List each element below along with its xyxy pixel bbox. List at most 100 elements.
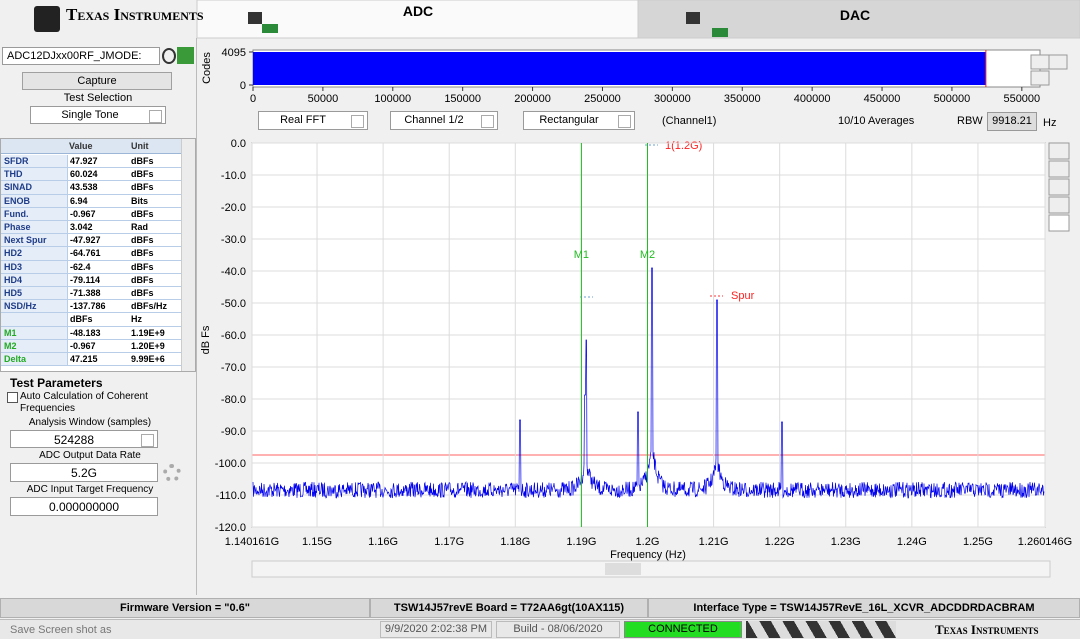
x-tick-label: 1.24G: [897, 536, 927, 548]
plot-toolbar[interactable]: [1030, 54, 1070, 232]
datetime: 9/9/2020 2:02:38 PM: [380, 621, 492, 638]
tab-label: DAC: [840, 7, 870, 23]
row-name-cell: [1, 273, 67, 287]
label: Analysis Window (samples): [28, 417, 152, 428]
strip-x-tick: 550000: [1003, 93, 1040, 105]
tab-icon: [686, 12, 700, 24]
row-value: -0.967: [70, 340, 96, 351]
row-name-cell: [1, 168, 67, 182]
fft-select[interactable]: Real FFT: [258, 111, 368, 130]
channel-name: (Channel1): [662, 115, 717, 127]
logo-mark: [34, 6, 60, 32]
strip-x-tick: 300000: [654, 93, 691, 105]
y-tick-label: -90.0: [221, 426, 246, 438]
y-tick-label: -100.0: [215, 458, 246, 470]
strip-x-tick: 250000: [584, 93, 621, 105]
row-name: ENOB: [4, 195, 31, 206]
row-name-cell: [1, 155, 67, 169]
row-value: 6.94: [70, 195, 88, 206]
row-cell: [67, 287, 181, 301]
strip-x-tick: 350000: [724, 93, 761, 105]
section-title: Test Parameters: [10, 376, 103, 390]
strip-y-tick: 4095: [222, 47, 246, 59]
checkbox[interactable]: [7, 392, 18, 403]
x-tick-label: 1.22G: [765, 536, 795, 548]
y-tick-label: -20.0: [221, 202, 246, 214]
tab-icon: [262, 24, 278, 33]
row-name: HD4: [4, 274, 23, 285]
row-name: Phase: [4, 222, 31, 232]
refresh-button[interactable]: [162, 48, 176, 64]
row-cell: [67, 326, 181, 340]
row-name: HD3: [4, 261, 23, 272]
label: Test Selection: [63, 92, 133, 104]
annotation: 1(1.2G): [665, 140, 702, 152]
column-header: Value: [69, 141, 93, 151]
row-cell: [67, 234, 181, 248]
row-cell: [67, 300, 181, 314]
x-tick-label: 1.21G: [699, 536, 729, 548]
device-select[interactable]: ADC12DJxx00RF_JMODE:: [2, 47, 160, 65]
row-value: -71.388: [70, 288, 101, 298]
row-unit: dBFs: [131, 248, 154, 259]
download-button[interactable]: [177, 47, 194, 64]
row-unit: 1.19E+9: [131, 327, 165, 338]
output-rate[interactable]: 5.2G: [10, 463, 158, 482]
row-value: -64.761: [70, 248, 101, 259]
row-name: HD5: [4, 288, 23, 298]
row-name-cell: [1, 326, 67, 340]
connection: CONNECTED: [624, 621, 742, 638]
analysis-window[interactable]: 524288: [10, 430, 158, 448]
label: ADC Output Data Rate: [39, 450, 141, 461]
y-tick-label: -70.0: [221, 362, 246, 374]
row-name: Delta: [4, 354, 27, 364]
row-unit: dBFs: [131, 288, 154, 298]
settings-icon[interactable]: [163, 464, 181, 482]
row-unit: dBFs: [131, 156, 154, 166]
window-select[interactable]: Rectangular: [523, 111, 635, 130]
row-unit: dBFs/Hz: [131, 301, 167, 312]
dac-tab[interactable]: [637, 0, 1080, 39]
tab-icon: [712, 28, 728, 37]
row-name: M1: [4, 327, 17, 338]
target-frequency[interactable]: 0.000000000: [10, 497, 158, 516]
x-tick-label: 1.15G: [302, 536, 332, 548]
x-tick-label: 1.2G: [636, 536, 660, 548]
row-name-cell: [1, 194, 67, 208]
y-tick-label: -120.0: [215, 522, 246, 534]
row-name-cell: [1, 300, 67, 314]
capture-button[interactable]: Capture: [22, 72, 172, 90]
row-name-cell: [1, 353, 67, 367]
channel-select[interactable]: Channel 1/2: [390, 111, 498, 130]
y-tick-label: -80.0: [221, 394, 246, 406]
row-unit: dBFs: [131, 169, 154, 180]
label: ADC Input Target Frequency: [26, 484, 154, 495]
row-name: THD: [4, 169, 23, 180]
scroll-thumb[interactable]: [605, 563, 641, 575]
row-value: 43.538: [70, 182, 98, 193]
table-header: [1, 139, 181, 154]
row-name-cell: [1, 234, 67, 248]
row-name-cell: [1, 260, 67, 274]
build: Build - 08/06/2020: [496, 621, 620, 638]
h-scrollbar[interactable]: [251, 560, 1051, 578]
row-value: 3.042: [70, 222, 93, 232]
test-select[interactable]: Single Tone: [30, 106, 166, 124]
row-name-cell: [1, 339, 67, 353]
y-axis-label: dB Fs: [200, 325, 212, 354]
checkbox-label: Auto Calculation of Coherent: [20, 391, 148, 402]
strip-x-tick: 50000: [308, 93, 339, 105]
row-value: -0.967: [70, 208, 96, 219]
rbw-unit: Hz: [1043, 117, 1057, 129]
row-value: -79.114: [70, 274, 101, 285]
save-screenshot[interactable]: Save Screen shot as: [10, 624, 112, 636]
strip-x-tick: 0: [250, 93, 256, 105]
results-table: Value Unit SFDR 47.927 dBFs THD 60.024 dBFs SINA…: [0, 138, 196, 372]
row-value: dBFs: [70, 314, 93, 325]
strip-x-tick: 100000: [374, 93, 411, 105]
row-unit: dBFs: [131, 182, 154, 193]
averages: 10/10 Averages: [838, 115, 915, 127]
row-cell: [67, 221, 181, 235]
